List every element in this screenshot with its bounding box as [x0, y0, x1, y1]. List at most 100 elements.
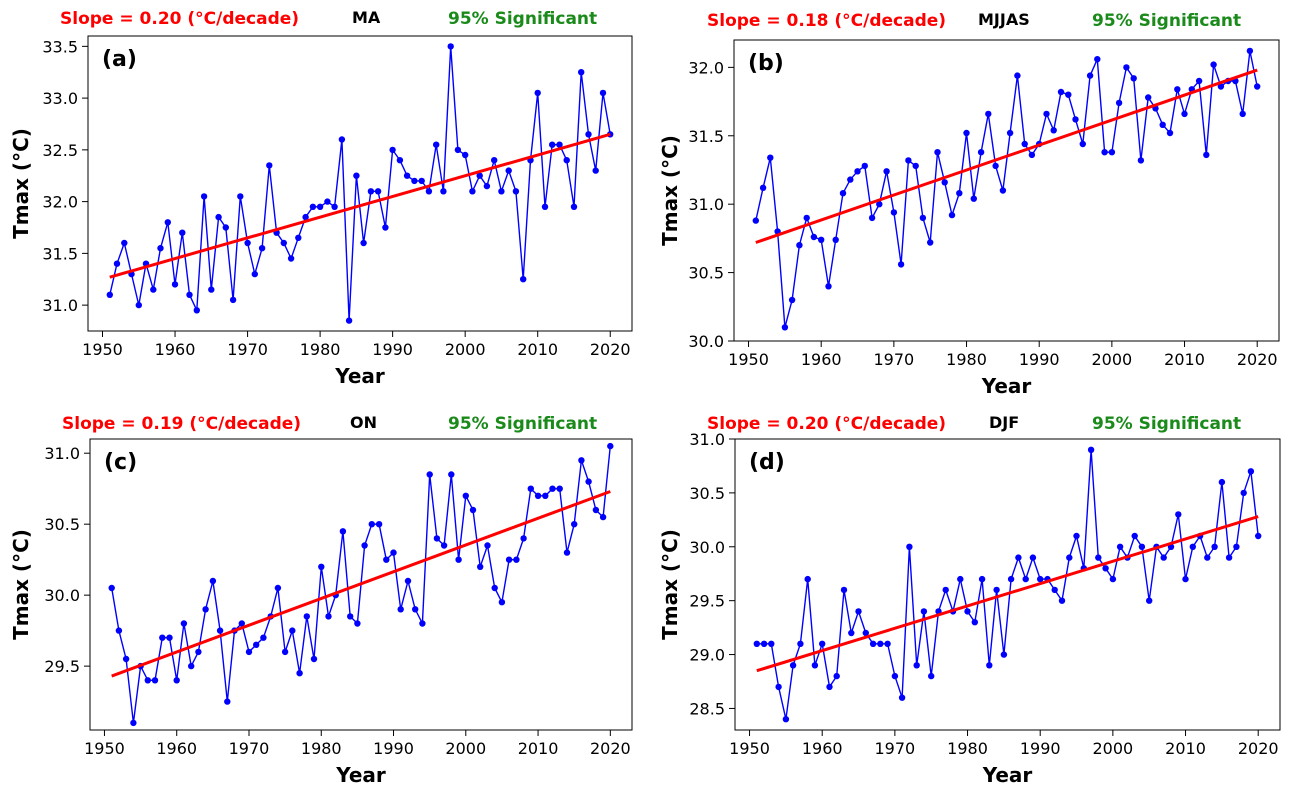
data-point	[1058, 597, 1066, 604]
y-tick-label: 30.5	[44, 515, 80, 534]
data-point	[237, 193, 244, 200]
data-point	[209, 577, 217, 585]
data-point	[157, 245, 164, 252]
data-point	[847, 176, 854, 183]
data-point	[1240, 489, 1247, 497]
x-tick-label: 2000	[1092, 350, 1133, 369]
data-point	[440, 188, 447, 195]
data-point	[287, 255, 295, 262]
data-point	[302, 213, 309, 221]
data-point	[563, 549, 571, 556]
data-point	[512, 188, 520, 195]
season-label: MA	[352, 8, 381, 27]
data-point	[781, 324, 789, 331]
y-tick-label: 32.0	[688, 58, 724, 77]
x-tick-label: 1980	[946, 350, 987, 369]
data-point	[324, 198, 331, 205]
data-point	[999, 187, 1007, 194]
data-point	[796, 242, 803, 249]
x-tick-label: 1950	[82, 340, 123, 359]
data-point	[280, 239, 287, 247]
data-point	[258, 245, 266, 252]
x-tick-label: 1950	[84, 739, 125, 758]
data-point	[592, 167, 599, 174]
data-point	[964, 608, 971, 615]
data-point	[281, 648, 289, 656]
panel-label: (b)	[748, 51, 784, 76]
data-point	[1211, 543, 1218, 550]
data-point	[556, 485, 563, 492]
x-axis-label: Year	[334, 364, 385, 388]
x-tick-label: 1960	[802, 739, 843, 758]
data-point	[202, 606, 209, 613]
data-point	[425, 188, 433, 195]
data-point	[433, 141, 440, 148]
data-point	[505, 167, 512, 174]
data-point	[374, 188, 382, 195]
data-point	[854, 168, 861, 175]
data-point	[418, 177, 425, 185]
data-point	[180, 620, 188, 627]
x-tick-label: 1990	[1020, 739, 1061, 758]
y-tick-label: 33.5	[42, 37, 78, 56]
data-point	[403, 172, 411, 179]
data-point	[245, 648, 253, 656]
data-point	[1095, 554, 1102, 561]
data-point	[578, 457, 585, 464]
data-point	[150, 286, 157, 293]
panel-label: (d)	[749, 450, 785, 475]
data-point	[833, 672, 840, 680]
data-point	[166, 634, 173, 641]
data-point	[368, 521, 375, 528]
slope-label: Slope = 0.20 (°C/decade)	[60, 9, 300, 29]
x-tick-label: 1980	[947, 739, 988, 758]
plot-frame	[734, 438, 1281, 731]
data-point	[411, 177, 418, 185]
data-point	[542, 492, 549, 499]
data-point	[375, 521, 383, 528]
data-point	[977, 149, 985, 156]
data-point	[1246, 47, 1254, 55]
x-tick-label: 1990	[372, 340, 413, 359]
panel-c: Slope = 0.19 (°C/decade) ON 95% Signific…	[0, 399, 649, 798]
data-point	[855, 608, 862, 615]
chart-d: 1950 1960 1970 1980 1990 2000 2010 2020 28.5 29.0…	[658, 430, 1281, 787]
data-point	[906, 543, 913, 550]
panel-label: (a)	[102, 47, 137, 72]
y-tick-label: 31.0	[688, 195, 724, 214]
data-point	[113, 260, 121, 267]
data-point	[1204, 554, 1211, 561]
data-point	[144, 677, 151, 684]
data-point	[1022, 575, 1029, 583]
data-point	[897, 261, 905, 268]
data-point	[151, 677, 159, 684]
chart-a: 1950 1960 1970 1980 1990 2000 2010 2020 31.0 31.5…	[9, 35, 633, 388]
data-point	[1066, 554, 1073, 561]
data-point	[347, 613, 354, 620]
x-tick-label: 2010	[517, 340, 558, 359]
chart-b: 1950 1960 1970 1980 1990 2000 2010 2020 30.0 30.5…	[658, 39, 1280, 398]
data-point	[810, 233, 818, 241]
data-point	[948, 211, 956, 219]
data-point	[753, 640, 760, 647]
data-point	[1115, 99, 1123, 107]
x-tick-label: 2010	[1164, 350, 1205, 369]
data-point	[483, 182, 491, 190]
data-point	[316, 203, 324, 210]
data-point	[927, 239, 934, 246]
trend-line	[109, 132, 611, 279]
x-axis-label: Year	[981, 374, 1032, 398]
slope-label: Slope = 0.19 (°C/decade)	[62, 414, 302, 434]
x-tick-label: 1950	[728, 350, 769, 369]
panel-b: Slope = 0.18 (°C/decade) MJJAS 95% Signi…	[649, 0, 1298, 399]
x-tick-label: 2020	[1238, 739, 1279, 758]
y-tick-label: 29.5	[44, 657, 80, 676]
data-point	[1102, 565, 1109, 572]
data-point	[433, 535, 441, 542]
data-point	[108, 584, 115, 592]
data-point	[1145, 94, 1152, 101]
data-point	[759, 184, 767, 191]
significance-label: 95% Significant	[1092, 11, 1242, 31]
x-tick-label: 1970	[229, 739, 270, 758]
data-point	[825, 283, 832, 290]
